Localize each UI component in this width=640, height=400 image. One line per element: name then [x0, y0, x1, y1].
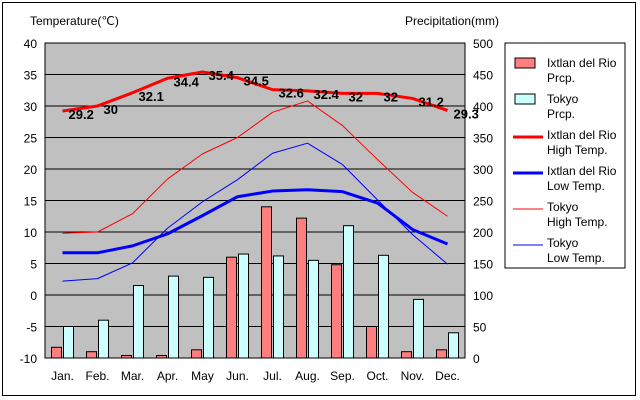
precip-bar: [168, 275, 179, 359]
left-tick-label: 10: [24, 226, 38, 240]
data-label: 29.2: [69, 107, 94, 122]
x-tick-label: Aug.: [295, 369, 320, 383]
axes: 4035302520151050-5-105004504003503002502…: [20, 37, 494, 383]
left-tick-label: 35: [24, 69, 38, 83]
data-label: 32.6: [279, 86, 304, 101]
data-label: 31.2: [419, 94, 444, 109]
right-tick-label: 500: [473, 37, 493, 51]
right-tick-label: 450: [473, 69, 493, 83]
precip-bar: [98, 319, 109, 359]
precip-bar: [238, 253, 249, 359]
right-tick-label: 200: [473, 226, 493, 240]
right-tick-label: 300: [473, 163, 493, 177]
precip-bar: [296, 217, 307, 359]
precip-bar: [308, 259, 319, 359]
legend-label-line1: Ixtlan del Rio: [547, 164, 617, 178]
data-label: 30: [104, 102, 118, 117]
precip-bar: [436, 349, 447, 359]
legend-label-line2: High Temp.: [547, 215, 607, 229]
data-label: 34.4: [174, 74, 200, 89]
legend-label-line2: Low Temp.: [547, 179, 605, 193]
left-tick-label: 25: [24, 132, 38, 146]
precip-bar: [273, 255, 284, 359]
left-tick-label: 40: [24, 37, 38, 51]
precip-bar: [203, 276, 214, 359]
precip-bar: [448, 332, 459, 359]
legend-label-line1: Tokyo: [547, 236, 579, 250]
precip-bar: [378, 254, 389, 359]
precip-bar: [261, 206, 272, 359]
legend-label-line2: Low Temp.: [547, 251, 605, 265]
left-tick-label: 30: [24, 100, 38, 114]
data-labels: 29.2 30 32.1 34.4 35.4 34.5 32.6 32.4 32 32 31.2 29…: [69, 68, 479, 122]
precip-bar: [343, 225, 354, 359]
data-label: 29.3: [454, 106, 479, 121]
right-tick-label: 250: [473, 195, 493, 209]
x-tick-label: Jan.: [51, 369, 74, 383]
temperature-lines: [62, 70, 449, 282]
legend-swatch: [514, 93, 536, 105]
right-tick-label: 0: [473, 352, 480, 366]
x-tick-label: Mar.: [121, 369, 144, 383]
temp-line: [62, 188, 449, 255]
left-tick-label: 5: [30, 258, 37, 272]
left-tick-label: 15: [24, 195, 38, 209]
left-tick-label: -10: [20, 352, 38, 366]
left-axis-title: Temperature(℃): [30, 14, 119, 28]
right-tick-label: 400: [473, 100, 493, 114]
precip-bar: [191, 349, 202, 359]
right-tick-label: 350: [473, 132, 493, 146]
x-tick-label: Nov.: [401, 369, 425, 383]
x-tick-label: Dec.: [435, 369, 460, 383]
plot-border: [44, 42, 466, 359]
legend-label-line1: Tokyo: [547, 92, 579, 106]
data-label: 35.4: [209, 68, 235, 83]
precip-bar: [366, 326, 377, 359]
x-tick-label: Sep.: [330, 369, 355, 383]
right-tick-label: 150: [473, 258, 493, 272]
legend-label-line1: Tokyo: [547, 200, 579, 214]
right-tick-label: 100: [473, 289, 493, 303]
x-tick-label: Jul.: [263, 369, 282, 383]
precip-bar: [133, 285, 144, 359]
left-tick-label: 0: [30, 289, 37, 303]
legend-label-line2: Prcp.: [547, 71, 575, 85]
x-tick-label: May: [191, 369, 214, 383]
precip-bar: [401, 351, 412, 359]
precip-bar: [63, 326, 74, 359]
x-tick-label: Oct.: [366, 369, 388, 383]
right-axis-title: Precipitation(mm): [405, 14, 499, 28]
precip-bar: [413, 298, 424, 359]
legend-label-line1: Ixtlan del Rio: [547, 128, 617, 142]
left-tick-label: -5: [26, 321, 37, 335]
grid-lines: [45, 42, 465, 359]
data-label: 34.5: [244, 74, 269, 89]
x-tick-label: Feb.: [85, 369, 109, 383]
data-label: 32.4: [314, 87, 340, 102]
legend-swatch: [514, 57, 536, 69]
x-tick-label: Apr.: [157, 369, 178, 383]
legend-box: [504, 42, 626, 269]
right-tick-label: 50: [473, 321, 487, 335]
temp-line: [62, 100, 448, 234]
data-label: 32: [349, 89, 363, 104]
precip-bar: [51, 346, 62, 359]
left-tick-label: 20: [24, 163, 38, 177]
temp-line: [62, 70, 448, 113]
data-label: 32.1: [139, 89, 164, 104]
legend-label-line2: Prcp.: [547, 107, 575, 121]
legend-label-line2: High Temp.: [547, 143, 607, 157]
legend-label-line1: Ixtlan del Rio: [547, 56, 617, 70]
data-label: 32: [384, 89, 398, 104]
x-tick-label: Jun.: [226, 369, 249, 383]
precip-bar: [226, 256, 237, 359]
precip-bar: [86, 351, 97, 359]
precip-bar: [331, 264, 342, 359]
